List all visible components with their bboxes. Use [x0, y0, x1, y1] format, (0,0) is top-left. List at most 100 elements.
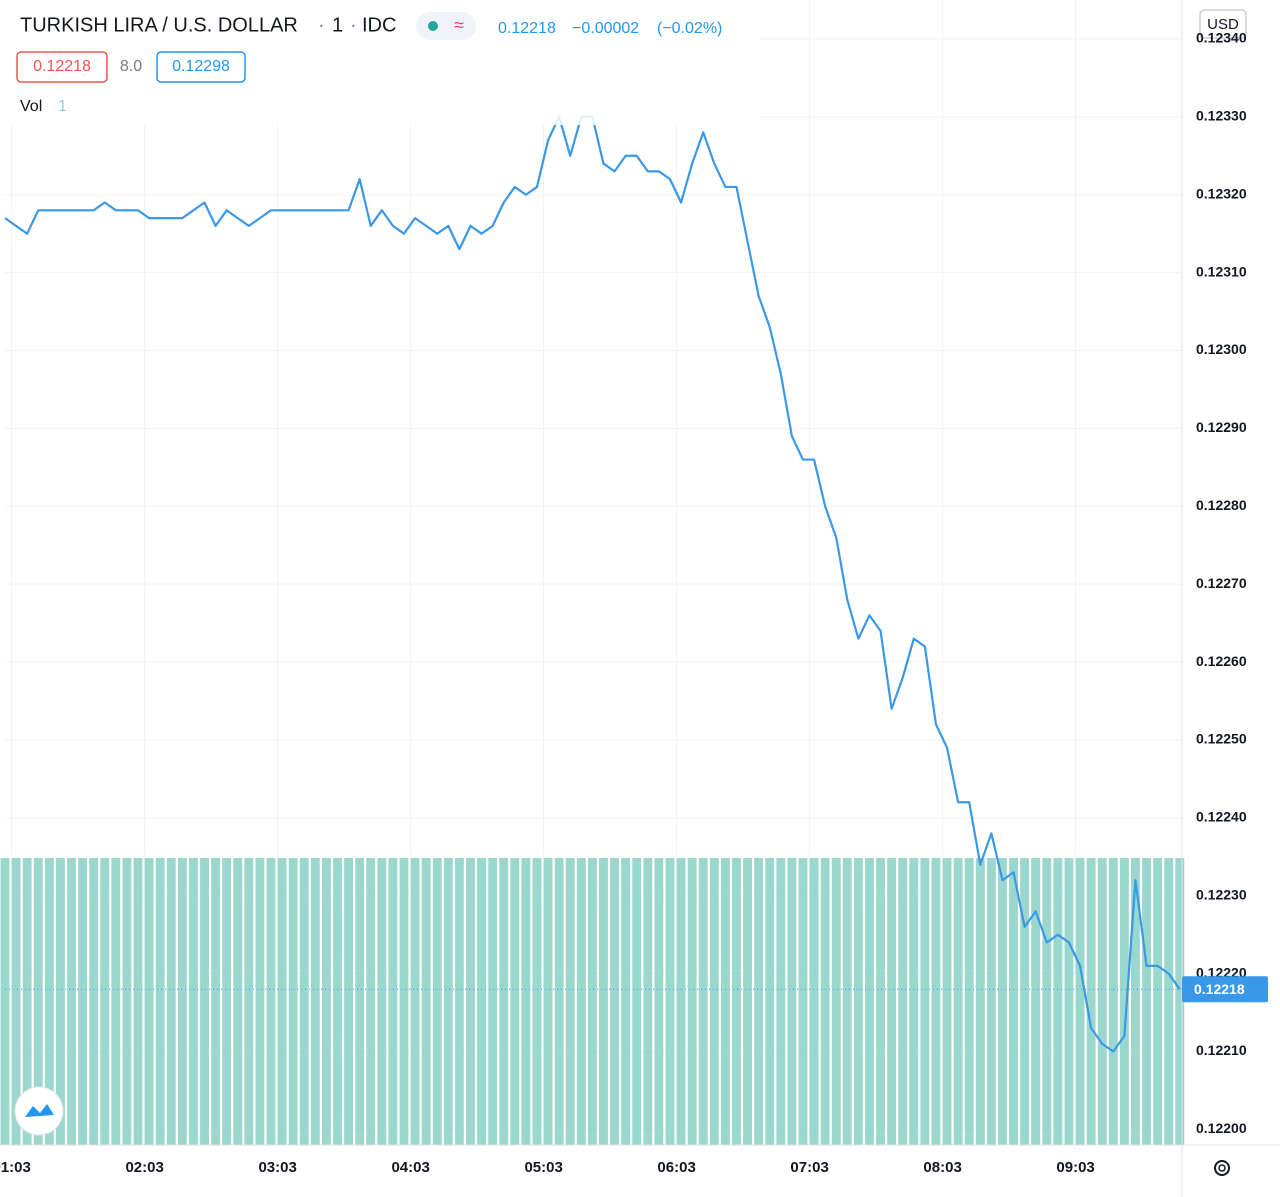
spread: 8.0: [120, 58, 142, 75]
volume-bar: [200, 858, 209, 1145]
delayed-icon: ≈: [454, 15, 464, 35]
volume-bar: [975, 858, 985, 1145]
volume-bar: [654, 858, 664, 1145]
volume-bar: [809, 858, 819, 1145]
volume-label: Vol: [20, 98, 42, 115]
change-percent: (−0.02%): [657, 20, 722, 37]
x-tick-label: 07:03: [790, 1159, 828, 1176]
volume-bar: [466, 858, 475, 1145]
volume-bar: [377, 858, 387, 1145]
symbol-title: TURKISH LIRA / U.S. DOLLAR: [20, 14, 298, 36]
x-tick-label: 04:03: [391, 1159, 429, 1176]
volume-bar: [1108, 858, 1118, 1145]
x-tick-label: 09:03: [1056, 1159, 1094, 1176]
interval: 1: [332, 14, 343, 36]
logo-icon: [25, 1104, 54, 1117]
volume-bar: [144, 858, 154, 1145]
y-tick-label: 0.12200: [1196, 1120, 1247, 1136]
y-tick-label: 0.12320: [1196, 185, 1247, 201]
volume-bar: [887, 858, 897, 1145]
gear-hub: [1218, 1164, 1226, 1172]
last-price-tag: [1182, 976, 1268, 1003]
volume-bar: [155, 858, 165, 1145]
volume-bar: [953, 858, 963, 1145]
volume-bar: [676, 858, 686, 1145]
y-tick-label: 0.12260: [1196, 653, 1247, 669]
volume-bar: [853, 858, 863, 1145]
volume-bar: [1009, 858, 1018, 1145]
logo-button[interactable]: [14, 1086, 64, 1136]
volume-bar: [499, 858, 509, 1145]
volume-bar: [67, 858, 76, 1145]
ask-box[interactable]: [156, 51, 246, 83]
volume-bar: [865, 858, 874, 1145]
volume-bar: [1131, 858, 1140, 1145]
volume-bar: [632, 858, 642, 1145]
x-tick-label: 02:03: [125, 1159, 163, 1176]
volume-bar: [1086, 858, 1096, 1145]
volume-bar: [211, 858, 221, 1145]
x-tick-label: 06:03: [657, 1159, 695, 1176]
volume-bar: [743, 858, 752, 1145]
y-tick-label: 0.12250: [1196, 731, 1247, 747]
status-badge[interactable]: [416, 12, 476, 40]
volume-bar: [565, 858, 575, 1145]
volume-bar: [266, 858, 276, 1145]
ask-price: 0.12298: [172, 58, 230, 75]
gear-ring: [1214, 1160, 1230, 1176]
volume-bar: [876, 858, 885, 1145]
volume-bar: [998, 858, 1007, 1145]
currency-button[interactable]: [1199, 9, 1247, 39]
settings-icon[interactable]: [1214, 1160, 1230, 1176]
volume-bar: [842, 858, 852, 1145]
volume-bar: [576, 858, 586, 1145]
volume-bar: [344, 858, 354, 1145]
y-tick-label: 0.12210: [1196, 1042, 1247, 1058]
volume-bar: [610, 858, 619, 1145]
volume-bar: [333, 858, 342, 1145]
volume-bar: [532, 858, 542, 1145]
volume-bar: [776, 858, 786, 1145]
volume-bar: [310, 858, 320, 1145]
volume-bar: [1175, 858, 1185, 1145]
volume-bar: [787, 858, 797, 1145]
volume-bar: [1020, 858, 1030, 1145]
volume-bar: [1153, 858, 1163, 1145]
volume-bar: [100, 858, 110, 1145]
volume-value: 1: [58, 98, 67, 115]
volume-bar: [255, 858, 265, 1145]
y-tick-label: 0.12290: [1196, 419, 1247, 435]
volume-bar: [599, 858, 608, 1145]
volume-bar: [1097, 858, 1107, 1145]
volume-bar: [111, 858, 121, 1145]
volume-bar: [277, 858, 287, 1145]
x-tick-label: 05:03: [524, 1159, 562, 1176]
volume-bar: [55, 858, 65, 1145]
volume-bar: [831, 858, 841, 1145]
x-tick-label: 08:03: [923, 1159, 961, 1176]
volume-bar: [931, 858, 941, 1145]
market-open-dot: [428, 21, 438, 31]
volume-bar: [732, 858, 741, 1145]
volume-bar: [698, 858, 708, 1145]
bid-price: 0.12218: [33, 58, 91, 75]
volume-bar: [1064, 858, 1074, 1145]
bid-box[interactable]: [16, 51, 108, 83]
volume-bar: [22, 858, 32, 1145]
volume-bar: [1142, 858, 1151, 1145]
volume-bar: [587, 858, 597, 1145]
source: IDC: [362, 14, 396, 36]
volume-bar: [1042, 858, 1052, 1145]
last-price-tag-label: 0.12218: [1194, 981, 1245, 997]
volume-bar: [942, 858, 952, 1145]
volume-bar: [222, 858, 232, 1145]
volume-bar: [665, 858, 675, 1145]
volume-bar: [754, 858, 764, 1145]
volume-bar: [399, 858, 409, 1145]
volume-bar: [410, 858, 420, 1145]
volume-bar: [11, 858, 21, 1145]
volume-bar: [1031, 858, 1041, 1145]
y-tick-label: 0.12330: [1196, 108, 1247, 124]
